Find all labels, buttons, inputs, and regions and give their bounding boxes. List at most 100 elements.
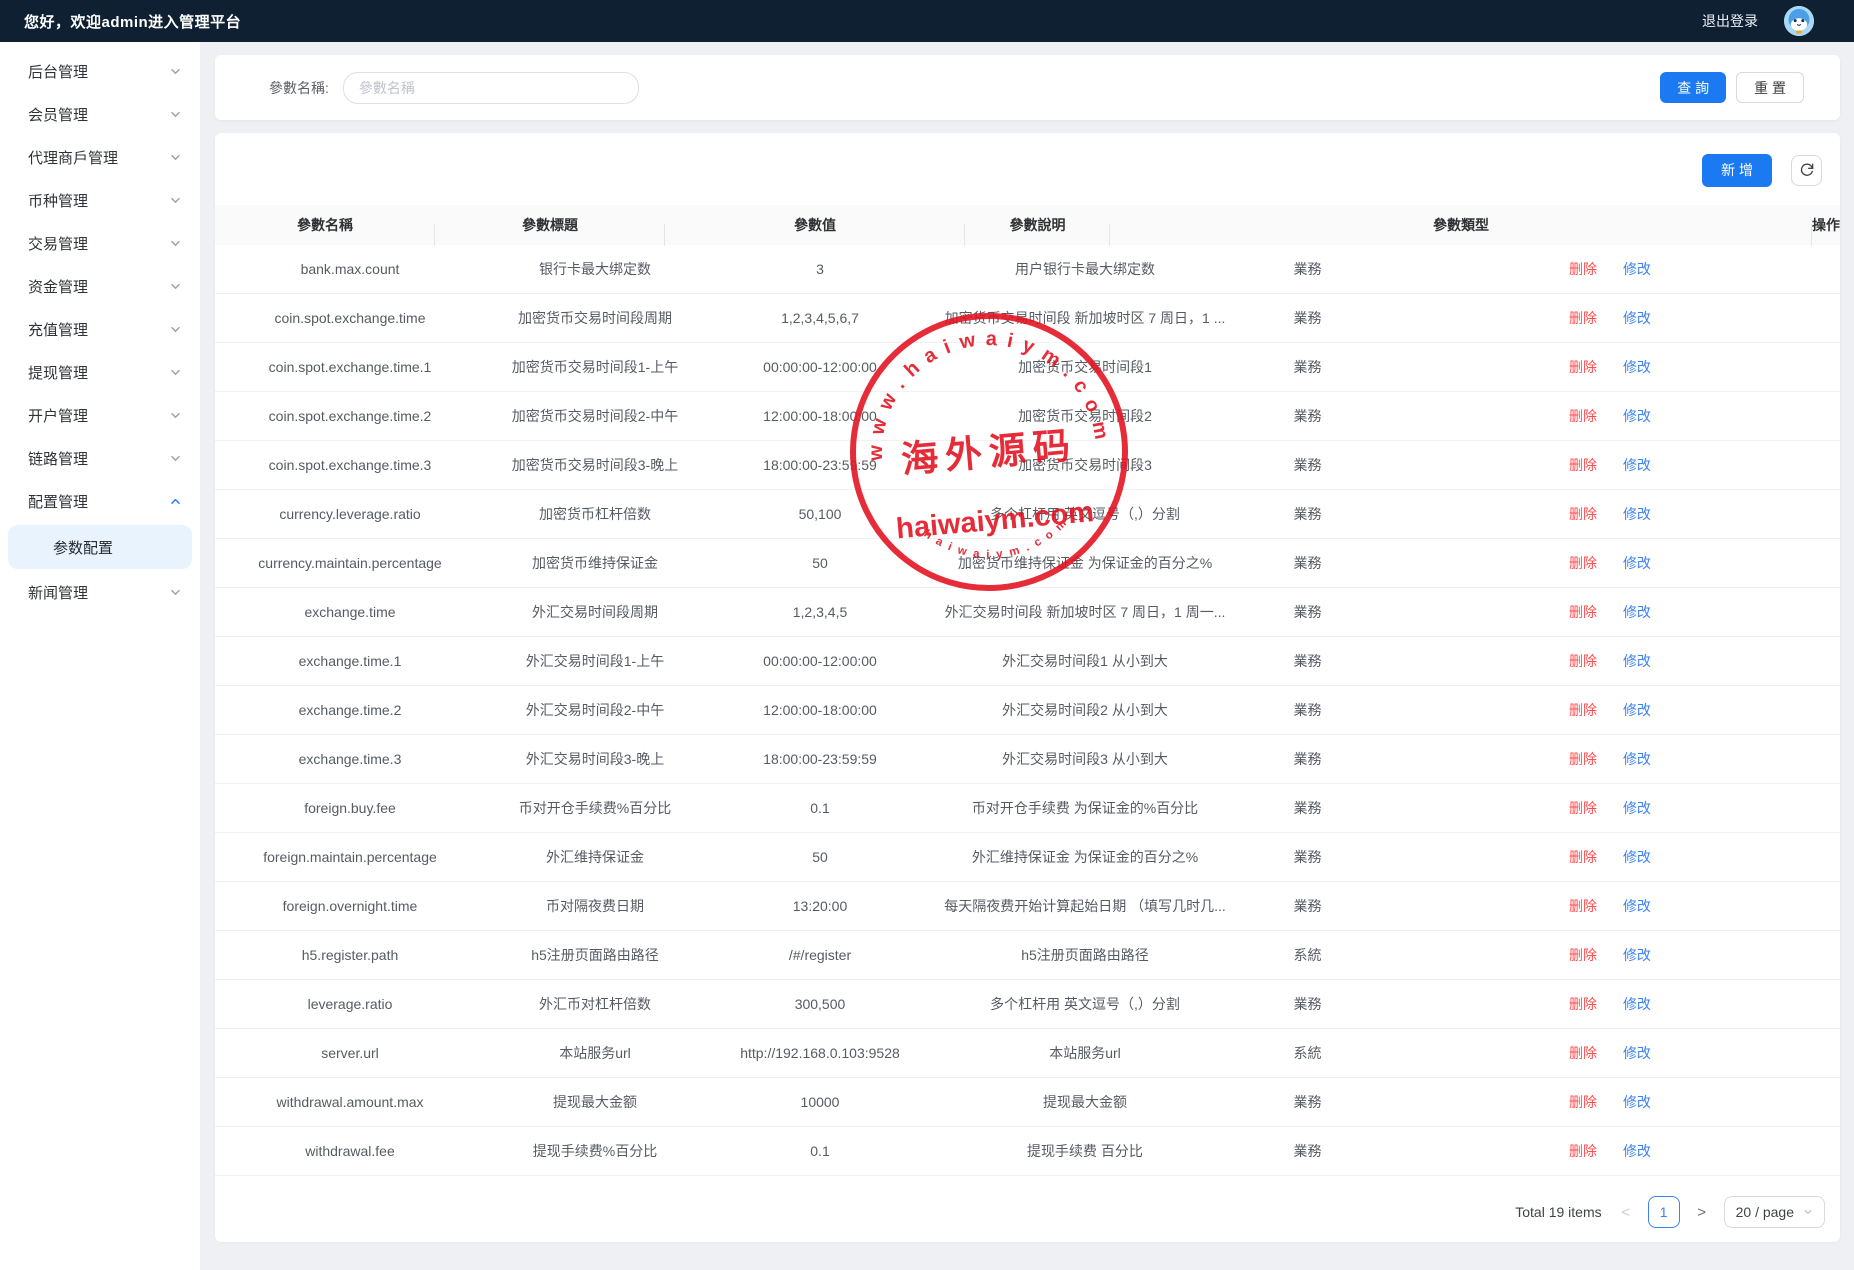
cell-param-desc: 多个杠杆用 英文逗号（,）分割	[990, 506, 1180, 522]
edit-link[interactable]: 修改	[1622, 604, 1651, 620]
delete-link[interactable]: 删除	[1569, 947, 1598, 963]
sidebar-item-label: 资金管理	[28, 279, 89, 296]
cell-param-value: 0.1	[810, 1143, 830, 1159]
cell-param-title: 币对开仓手续费%百分比	[518, 800, 672, 816]
edit-link[interactable]: 修改	[1622, 702, 1651, 718]
sidebar-menu-item[interactable]: 代理商戶管理	[0, 136, 200, 179]
cell-param-value: 300,500	[794, 996, 846, 1012]
cell-param-desc: 每天隔夜费开始计算起始日期 （填写几时几...	[944, 898, 1226, 914]
current-page-button[interactable]: 1	[1647, 1196, 1680, 1228]
cell-param-desc: 外汇维持保证金 为保证金的百分之%	[971, 849, 1199, 865]
edit-link[interactable]: 修改	[1622, 947, 1651, 963]
user-avatar[interactable]	[1784, 6, 1814, 36]
edit-link[interactable]: 修改	[1622, 261, 1651, 277]
sidebar-menu-item[interactable]: 链路管理	[0, 437, 200, 480]
prev-page-button[interactable]: <	[1621, 1203, 1630, 1221]
delete-link[interactable]: 删除	[1569, 849, 1598, 865]
cell-param-title: 加密货币交易时间段3-晚上	[511, 457, 679, 473]
delete-link[interactable]: 删除	[1569, 800, 1598, 816]
delete-link[interactable]: 删除	[1569, 1045, 1598, 1061]
edit-link[interactable]: 修改	[1622, 408, 1651, 424]
delete-link[interactable]: 删除	[1569, 604, 1598, 620]
delete-link[interactable]: 删除	[1569, 310, 1598, 326]
sidebar-menu-item[interactable]: 交易管理	[0, 222, 200, 265]
sidebar-menu-item[interactable]: 开户管理	[0, 394, 200, 437]
edit-link[interactable]: 修改	[1622, 653, 1651, 669]
cell-param-title: 外汇交易时间段1-上午	[525, 653, 665, 669]
edit-link[interactable]: 修改	[1622, 849, 1651, 865]
next-page-button[interactable]: >	[1697, 1203, 1706, 1221]
table-row: bank.max.count 银行卡最大绑定数 3 用户银行卡最大绑定数 業務 …	[215, 245, 1840, 294]
pagination: Total 19 items < 1 > 20 / page	[215, 1196, 1840, 1228]
add-button[interactable]: 新 增	[1702, 153, 1772, 187]
table-body: bank.max.count 银行卡最大绑定数 3 用户银行卡最大绑定数 業務 …	[215, 245, 1840, 1176]
delete-link[interactable]: 删除	[1569, 555, 1598, 571]
sidebar-subitem-params-config[interactable]: 参数配置	[8, 525, 192, 569]
edit-link[interactable]: 修改	[1622, 555, 1651, 571]
chevron-down-icon	[171, 283, 180, 289]
delete-link[interactable]: 删除	[1569, 1143, 1598, 1159]
chevron-down-icon	[171, 154, 180, 160]
edit-link[interactable]: 修改	[1622, 996, 1651, 1012]
cell-param-title: 加密货币交易时间段周期	[518, 310, 672, 326]
cell-param-name: leverage.ratio	[307, 996, 393, 1012]
cell-param-desc: 本站服务url	[1049, 1045, 1121, 1061]
sidebar-menu-item[interactable]: 资金管理	[0, 265, 200, 308]
sidebar-menu-item[interactable]: 提现管理	[0, 351, 200, 394]
cell-param-desc: 外汇交易时间段 新加坡时区 7 周日，1 周一...	[944, 604, 1226, 620]
chevron-down-icon	[171, 240, 180, 246]
delete-link[interactable]: 删除	[1569, 457, 1598, 473]
sidebar-menu-item[interactable]: 会员管理	[0, 93, 200, 136]
edit-link[interactable]: 修改	[1622, 1045, 1651, 1061]
cell-param-desc: 提现最大金额	[1043, 1094, 1127, 1110]
sidebar-menu-item[interactable]: 新闻管理	[0, 571, 200, 614]
cell-param-name: withdrawal.fee	[305, 1143, 395, 1159]
edit-link[interactable]: 修改	[1622, 751, 1651, 767]
delete-link[interactable]: 删除	[1569, 653, 1598, 669]
reset-button[interactable]: 重 置	[1736, 72, 1804, 103]
main-content: 參數名稱: 查 詢 重 置 新 增 參數名稱 參數標題 參數值	[200, 42, 1854, 1270]
edit-link[interactable]: 修改	[1622, 1143, 1651, 1159]
edit-link[interactable]: 修改	[1622, 359, 1651, 375]
sidebar-menu-item[interactable]: 充值管理	[0, 308, 200, 351]
page-size-select[interactable]: 20 / page	[1723, 1196, 1825, 1228]
edit-link[interactable]: 修改	[1622, 1094, 1651, 1110]
delete-link[interactable]: 删除	[1569, 996, 1598, 1012]
edit-link[interactable]: 修改	[1622, 506, 1651, 522]
cell-param-type: 業務	[1293, 751, 1322, 767]
refresh-button[interactable]	[1791, 154, 1822, 186]
sidebar-item-label: 新闻管理	[28, 585, 89, 602]
cell-actions: 删除 修改	[1380, 504, 1840, 524]
delete-link[interactable]: 删除	[1569, 408, 1598, 424]
cell-param-value: 12:00:00-18:00:00	[763, 702, 877, 718]
delete-link[interactable]: 删除	[1569, 359, 1598, 375]
sidebar-item-config[interactable]: 配置管理	[0, 480, 200, 523]
sidebar-item-label: 会员管理	[28, 107, 89, 124]
sidebar-menu-item[interactable]: 后台管理	[0, 50, 200, 93]
logout-button[interactable]: 退出登录	[1702, 13, 1758, 29]
cell-param-type: 業務	[1293, 261, 1322, 277]
cell-param-title: 本站服务url	[559, 1045, 631, 1061]
cell-param-name: foreign.overnight.time	[282, 898, 418, 914]
table-row: withdrawal.amount.max 提现最大金额 10000 提现最大金…	[215, 1078, 1840, 1127]
edit-link[interactable]: 修改	[1622, 310, 1651, 326]
delete-link[interactable]: 删除	[1569, 1094, 1598, 1110]
cell-actions: 删除 修改	[1380, 308, 1840, 328]
delete-link[interactable]: 删除	[1569, 702, 1598, 718]
edit-link[interactable]: 修改	[1622, 898, 1651, 914]
refresh-icon	[1800, 163, 1813, 176]
sidebar-item-label: 链路管理	[28, 451, 89, 468]
delete-link[interactable]: 删除	[1569, 898, 1598, 914]
edit-link[interactable]: 修改	[1622, 800, 1651, 816]
edit-link[interactable]: 修改	[1622, 457, 1651, 473]
table-row: coin.spot.exchange.time.2 加密货币交易时间段2-中午 …	[215, 392, 1840, 441]
table-panel: 新 增 參數名稱 參數標題 參數值 參數說明 參數類型 操作	[215, 133, 1840, 1242]
param-name-input[interactable]	[342, 71, 639, 104]
sidebar-menu-item[interactable]: 币种管理	[0, 179, 200, 222]
query-button[interactable]: 查 詢	[1660, 72, 1727, 103]
delete-link[interactable]: 删除	[1569, 261, 1598, 277]
search-label: 參數名稱:	[269, 79, 329, 96]
cell-actions: 删除 修改	[1380, 798, 1840, 818]
delete-link[interactable]: 删除	[1569, 751, 1598, 767]
delete-link[interactable]: 删除	[1569, 506, 1598, 522]
